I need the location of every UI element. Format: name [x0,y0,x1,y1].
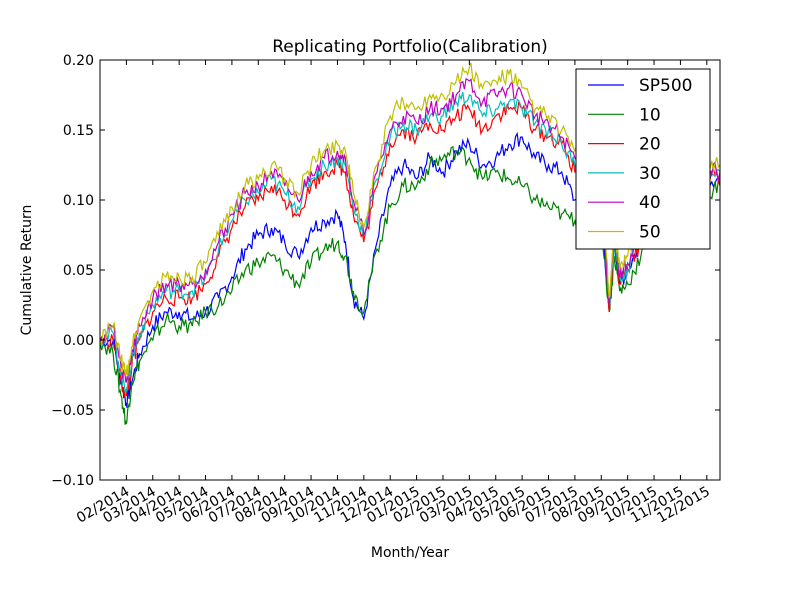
y-tick-label: −0.10 [51,473,94,489]
y-tick-label: 0.20 [63,53,94,69]
y-axis-label: Cumulative Return [19,205,35,336]
legend-label-SP500: SP500 [639,76,693,96]
legend-box [575,68,711,250]
x-axis-label: Month/Year [371,545,449,561]
legend-label-20: 20 [639,135,661,155]
legend-label-40: 40 [639,193,661,213]
series-line-20 [99,101,721,398]
y-tick-label: −0.05 [51,403,94,419]
y-tick-label: 0.05 [63,263,94,279]
legend: SP500 10 20 30 40 50 [575,68,711,250]
y-tick-label: 0.15 [63,123,94,139]
chart-title: Replicating Portfolio(Calibration) [272,37,548,57]
legend-label-30: 30 [639,164,661,184]
series-line-10 [99,145,721,425]
legend-label-10: 10 [639,105,661,125]
series-layer [99,62,721,425]
y-tick-label: 0.10 [63,193,94,209]
legend-label-50: 50 [639,223,661,243]
y-tick-label: 0.00 [63,333,94,349]
y-axis-ticks: 0.20 0.15 0.10 0.05 0.00 −0.05 −0.10 [51,53,720,489]
